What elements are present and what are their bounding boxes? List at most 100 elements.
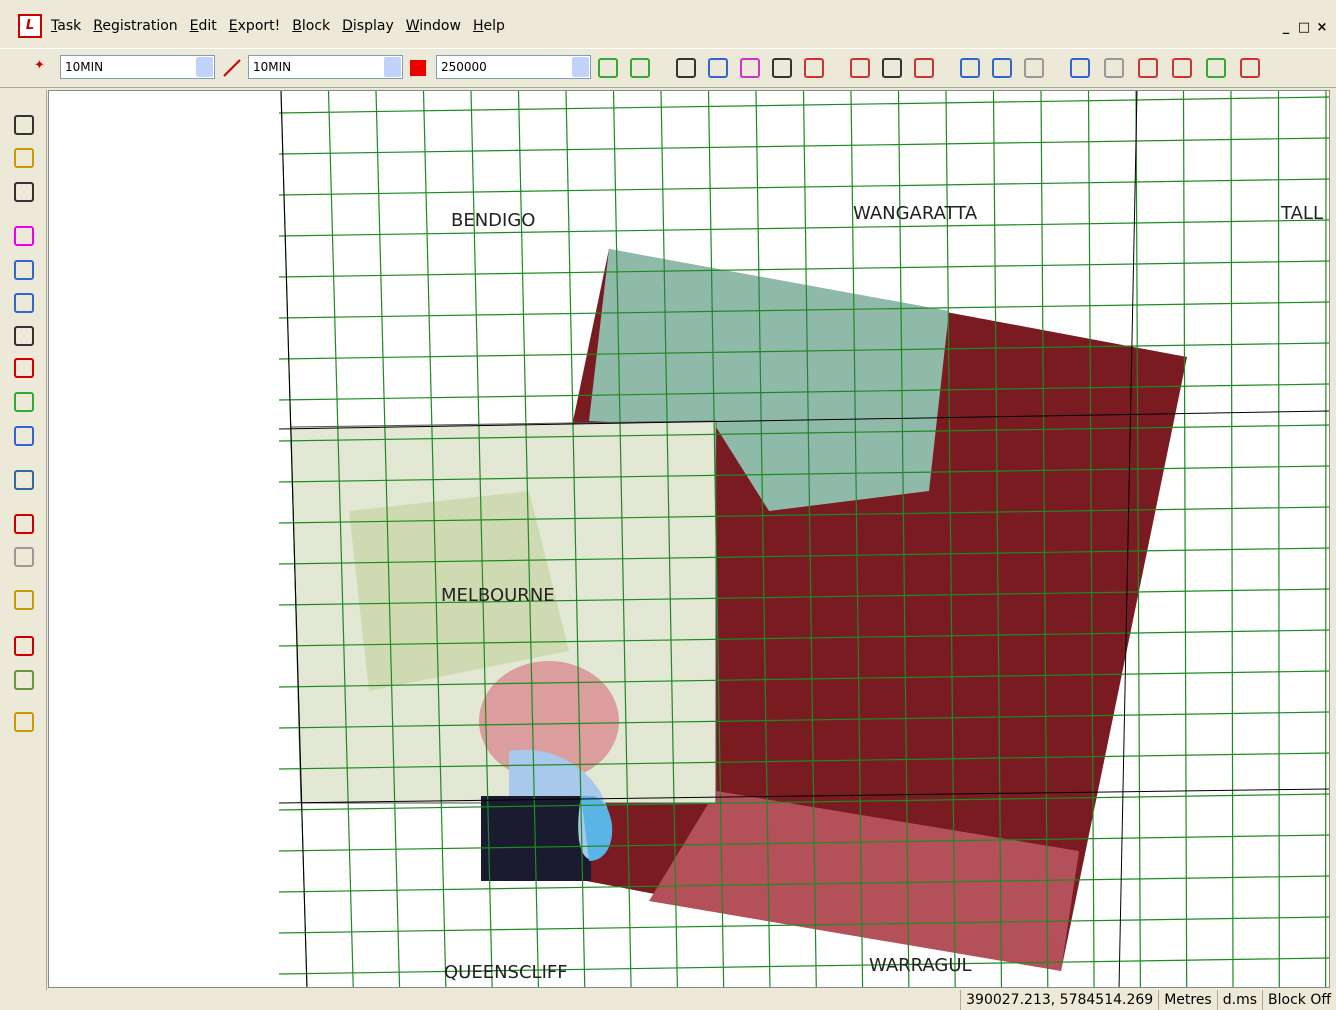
minimize-button[interactable]: _ <box>1282 20 1290 35</box>
line-style-button[interactable] <box>222 58 242 78</box>
toolbar: ✦ 10MIN 10MIN 250000 <box>0 48 1336 88</box>
tool-button[interactable] <box>1206 58 1226 78</box>
combo-arrow[interactable] <box>196 57 213 77</box>
topo-forest <box>349 491 569 691</box>
point-combo[interactable]: 10MIN <box>60 55 215 79</box>
grid-line <box>1182 91 1188 987</box>
tool-button[interactable] <box>676 58 696 78</box>
coordinates: 390027.213, 5784514.269 <box>960 990 1158 1010</box>
combo-value: 10MIN <box>253 60 292 74</box>
grid-line <box>278 342 1329 360</box>
grid-line <box>278 957 1329 975</box>
grid-line <box>660 91 678 987</box>
tool-button[interactable] <box>14 590 34 610</box>
grid-line <box>992 91 1003 987</box>
tool-button[interactable] <box>1104 58 1124 78</box>
tool-button[interactable] <box>14 358 34 378</box>
tool-button[interactable] <box>14 115 34 135</box>
grid-line <box>278 410 1329 430</box>
grid-line <box>278 260 1329 278</box>
side-toolbar <box>0 90 47 990</box>
menu-item[interactable]: Display <box>342 18 394 34</box>
grid-line <box>1277 91 1280 987</box>
fill-style-button[interactable] <box>410 60 426 76</box>
grid-line <box>278 424 1329 442</box>
satellite-farmland <box>649 791 1079 971</box>
window-controls: _ □ × <box>1278 20 1330 36</box>
tool-button[interactable] <box>914 58 934 78</box>
tool-button[interactable] <box>14 514 34 534</box>
grid-line <box>278 834 1329 852</box>
satellite-cleared-land <box>589 249 949 511</box>
bay-water-deep <box>581 796 613 861</box>
tool-button[interactable] <box>1172 58 1192 78</box>
grid-line <box>470 91 493 987</box>
grid-line <box>612 91 632 987</box>
tool-button[interactable] <box>14 712 34 732</box>
grid-line <box>278 137 1329 155</box>
menu-item[interactable]: Block <box>292 18 331 34</box>
grid-line <box>278 711 1329 729</box>
tool-button[interactable] <box>14 326 34 346</box>
tool-button[interactable] <box>960 58 980 78</box>
tool-button[interactable] <box>1024 58 1044 78</box>
menu-item[interactable]: Export! <box>228 18 281 34</box>
scale-combo[interactable]: 250000 <box>436 55 591 79</box>
tool-button[interactable] <box>14 182 34 202</box>
tool-button[interactable] <box>772 58 792 78</box>
map-view: BENDIGO WANGARATTA TALL MELBOURNE QUEENS… <box>48 90 1330 988</box>
tool-button[interactable] <box>14 148 34 168</box>
map-labels: BENDIGO WANGARATTA TALL MELBOURNE QUEENS… <box>441 203 1323 983</box>
tool-button[interactable] <box>14 470 34 490</box>
tool-button[interactable] <box>992 58 1012 78</box>
tool-button[interactable] <box>14 293 34 313</box>
restore-button[interactable]: □ <box>1297 20 1311 35</box>
tool-button[interactable] <box>598 58 618 78</box>
place-label: QUEENSCLIFF <box>444 962 568 983</box>
combo-arrow[interactable] <box>384 57 401 77</box>
point-style-button[interactable]: ✦ <box>34 58 45 73</box>
grid-line <box>278 793 1329 811</box>
grid-line <box>278 301 1329 319</box>
tool-button[interactable] <box>14 392 34 412</box>
menu-item[interactable]: Window <box>405 18 461 34</box>
grid-line <box>278 670 1329 688</box>
grid-line <box>278 629 1329 647</box>
tool-button[interactable] <box>804 58 824 78</box>
tool-button[interactable] <box>630 58 650 78</box>
place-label: MELBOURNE <box>441 585 555 606</box>
menu-item[interactable]: Task <box>51 18 82 34</box>
combo-value: 250000 <box>441 60 487 74</box>
menu-bar: L Task Registration Edit Export! Block D… <box>0 8 1336 44</box>
tool-button[interactable] <box>1138 58 1158 78</box>
grid-line <box>278 547 1329 565</box>
grid-line <box>278 383 1329 401</box>
tool-button[interactable] <box>14 426 34 446</box>
tool-button[interactable] <box>882 58 902 78</box>
place-label: TALL <box>1280 203 1323 224</box>
place-label: WARRAGUL <box>869 955 972 976</box>
close-button[interactable]: × <box>1316 20 1328 35</box>
tool-button[interactable] <box>850 58 870 78</box>
tool-button[interactable] <box>740 58 760 78</box>
tool-button[interactable] <box>14 636 34 656</box>
grid-line <box>755 91 771 987</box>
tool-button[interactable] <box>708 58 728 78</box>
tool-button[interactable] <box>1240 58 1260 78</box>
grid-line <box>278 506 1329 524</box>
grid-line <box>278 178 1329 196</box>
tool-button[interactable] <box>1070 58 1090 78</box>
line-combo[interactable]: 10MIN <box>248 55 403 79</box>
tool-button[interactable] <box>14 260 34 280</box>
menu-item[interactable]: Registration <box>93 18 178 34</box>
units: Metres <box>1158 990 1217 1010</box>
combo-arrow[interactable] <box>572 57 589 77</box>
grid-line <box>280 91 308 987</box>
tool-button[interactable] <box>14 547 34 567</box>
tool-button[interactable] <box>14 226 34 246</box>
tool-button[interactable] <box>14 670 34 690</box>
place-label: WANGARATTA <box>853 203 978 224</box>
menu-item[interactable]: Help <box>472 18 505 34</box>
menu-item[interactable]: Edit <box>189 18 217 34</box>
